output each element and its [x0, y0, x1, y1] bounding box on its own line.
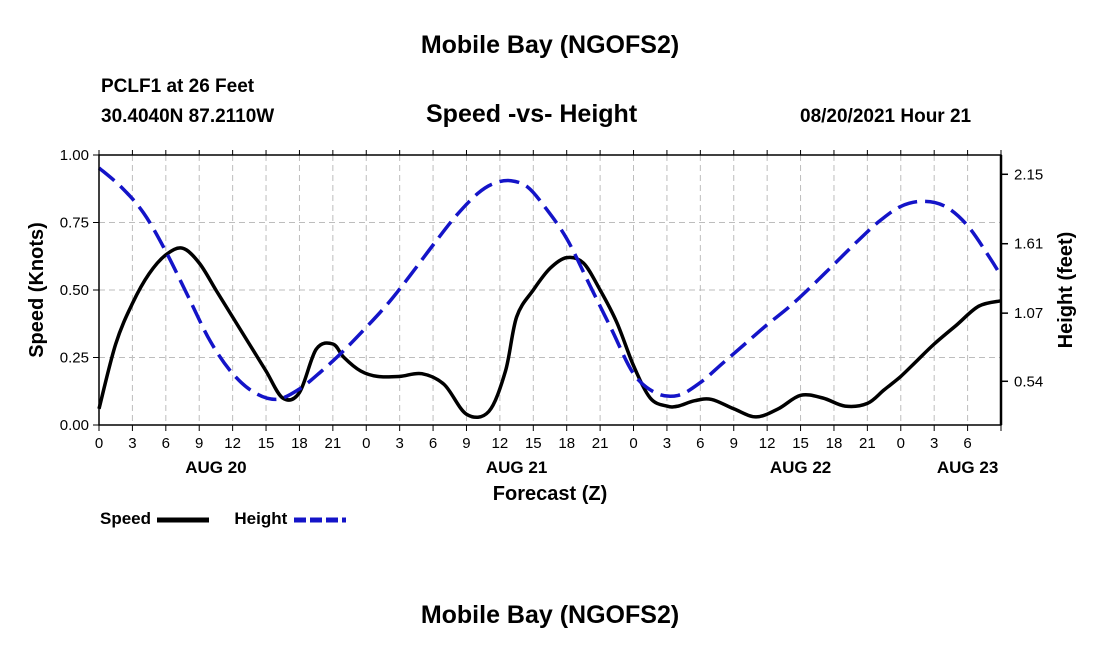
chart-title-bottom: Mobile Bay (NGOFS2) [420, 601, 680, 629]
legend-height-label: Height [234, 509, 288, 528]
chart-subtitle: Speed -vs- Height [426, 100, 638, 128]
axis-layer: 0 3 6 9 12 15 18 21 0 3 6 9 12 15 18 21 0 3 6 9 12 15 18 21 0 3 6 0… [60, 147, 1043, 477]
x-tick-label: 3 [395, 435, 403, 452]
forecast-datetime: 08/20/2021 Hour 21 [800, 106, 972, 127]
x-axis-label: Forecast (Z) [493, 483, 607, 505]
legend: Speed Height [100, 509, 348, 529]
station-coords: 30.4040N 87.2110W [101, 106, 275, 127]
y-tick-label: 1.00 [60, 147, 89, 164]
y-tick-label: 0.25 [60, 350, 89, 367]
y2-axis-label: Height (feet) [1055, 232, 1077, 349]
series-line-height [97, 166, 1003, 402]
x-tick-label: 6 [696, 435, 704, 452]
y2-tick-label: 1.61 [1014, 236, 1043, 253]
chart-title-top: Mobile Bay (NGOFS2) [420, 31, 680, 59]
x-tick-label: 0 [362, 435, 370, 452]
series-layer [97, 166, 1003, 419]
x-date-label: AUG 20 [185, 458, 246, 477]
x-tick-label: 12 [492, 435, 509, 452]
x-tick-label: 15 [258, 435, 275, 452]
legend-height-swatch [293, 517, 346, 523]
x-tick-label: 15 [525, 435, 542, 452]
legend-speed-label: Speed [100, 509, 152, 528]
y-axis-label: Speed (Knots) [26, 222, 48, 358]
x-date-label: AUG 23 [937, 458, 998, 477]
y2-tick-label: 2.15 [1014, 166, 1043, 183]
y-tick-label: 0.00 [60, 417, 89, 434]
x-tick-label: 21 [592, 435, 609, 452]
x-tick-label: 0 [95, 435, 103, 452]
x-tick-label: 6 [162, 435, 170, 452]
station-label: PCLF1 at 26 Feet [101, 76, 255, 97]
x-tick-label: 6 [429, 435, 437, 452]
x-tick-label: 15 [792, 435, 809, 452]
x-date-label: AUG 21 [486, 458, 547, 477]
x-tick-label: 9 [730, 435, 738, 452]
x-tick-label: 6 [963, 435, 971, 452]
x-tick-label: 12 [224, 435, 241, 452]
y2-tick-label: 0.54 [1014, 373, 1043, 390]
x-tick-label: 3 [128, 435, 136, 452]
x-tick-label: 0 [629, 435, 637, 452]
x-tick-label: 21 [325, 435, 342, 452]
x-tick-label: 3 [663, 435, 671, 452]
legend-speed-swatch [157, 517, 210, 523]
y-tick-label: 0.50 [60, 282, 89, 299]
x-tick-label: 21 [859, 435, 876, 452]
x-tick-label: 18 [558, 435, 575, 452]
x-tick-label: 0 [897, 435, 905, 452]
x-tick-label: 9 [195, 435, 203, 452]
x-tick-label: 12 [759, 435, 776, 452]
x-tick-label: 18 [291, 435, 308, 452]
x-tick-label: 18 [826, 435, 843, 452]
y-tick-label: 0.75 [60, 215, 89, 232]
x-date-label: AUG 22 [770, 458, 831, 477]
grid-lines [99, 155, 1001, 425]
y2-tick-label: 1.07 [1014, 305, 1043, 322]
x-tick-label: 3 [930, 435, 938, 452]
series-line-speed [97, 246, 1002, 419]
x-tick-label: 9 [462, 435, 470, 452]
